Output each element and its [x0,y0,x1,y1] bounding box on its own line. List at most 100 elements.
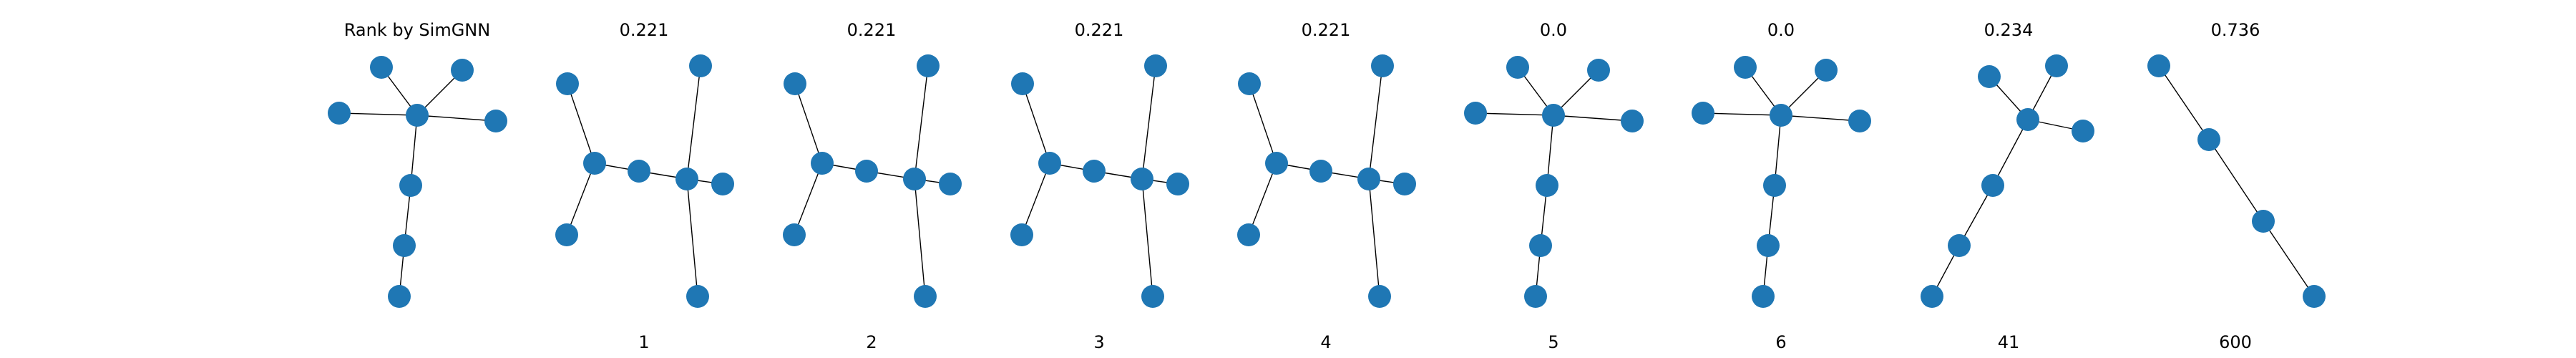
query-graph-nodes [328,56,507,308]
graph-node [784,72,806,95]
graph-node [686,285,709,308]
graph-node [914,285,937,308]
graph-edge [914,65,929,180]
result-rank: 4 [1320,332,1331,352]
graph-node [393,234,416,257]
graph-node [1524,285,1547,308]
graph-edges [1021,65,1179,297]
graph-edge [686,178,698,297]
graph-node [1621,110,1644,132]
graph-node [406,104,429,127]
graph-node [1371,54,1394,77]
result-graph-panel: 0.221 1 [555,20,734,352]
graph-edge [2158,65,2210,140]
graph-nodes [1464,56,1644,308]
result-graph-panel: 0.221 3 [1010,20,1189,352]
graph-node [1011,72,1034,95]
graph-edge [1774,115,1782,186]
graph-node [1038,152,1061,175]
graph-node [1981,174,2004,197]
graph-node [2303,285,2326,308]
graph-node [1921,285,1943,308]
graph-node [675,168,698,190]
graph-node [1692,102,1714,125]
graph-edge [1475,112,1554,116]
graph-node [1536,174,1558,197]
graph-node [1587,59,1610,82]
graph-node [1948,234,1971,257]
graph-edge [1141,65,1156,180]
graph-node [1393,173,1416,195]
graph-node [1368,285,1391,308]
graph-edge [914,178,926,297]
graph-node [1848,110,1871,132]
graph-node [1757,234,1780,257]
graph-node [1237,223,1260,246]
graph-node [811,152,834,175]
query-graph-panel: Rank by SimGNN [328,20,507,308]
graph-node [370,56,393,79]
graph-node [388,285,411,308]
graph-edge [1022,83,1050,164]
graph-node [1529,234,1552,257]
graph-node [628,160,650,183]
graph-edge [1780,115,1860,122]
graph-edge [794,163,823,236]
result-score: 0.221 [847,20,897,40]
graph-node [855,160,878,183]
result-score: 0.221 [620,20,669,40]
graph-node [1238,72,1261,95]
graph-edge [1958,185,1994,246]
graph-node [2147,54,2170,77]
graph-nodes [783,54,962,308]
graph-node [689,54,712,77]
graph-node [939,173,962,195]
graph-node [1815,59,1838,82]
graph-edge [567,83,595,164]
graph-nodes [555,54,734,308]
graph-edge [1992,119,2029,186]
graph-node [2016,108,2039,131]
result-rank: 3 [1093,332,1104,352]
graph-node [328,102,351,125]
result-score: 0.221 [1075,20,1124,40]
graph-edge [1702,112,1782,116]
graph-nodes [2147,54,2326,308]
graph-edge [1368,65,1383,180]
graph-nodes [1237,54,1416,308]
graph-edges [1931,65,2084,297]
graph-edge [1141,178,1153,297]
graph-node [1083,160,1106,183]
graph-node [1144,54,1167,77]
graph-edges [2158,65,2315,297]
result-graph-panel: 0.0 6 [1692,20,1871,352]
graph-node [783,223,806,246]
graph-node [1542,104,1565,127]
graph-edge [338,112,418,116]
graph-edge [1248,163,1277,236]
graph-node [1309,160,1332,183]
graph-node [484,110,507,132]
graph-edge [1249,83,1277,164]
graph-edge [1553,115,1633,122]
result-graph-panel: 0.221 2 [783,20,962,352]
result-score: 0.0 [1767,20,1795,40]
graph-nodes [1921,54,2094,308]
graph-edges [566,65,723,297]
result-rank: 600 [2219,332,2252,352]
graph-node [1010,223,1033,246]
result-score: 0.221 [1302,20,1351,40]
graph-node [1734,56,1757,79]
graph-node [2045,54,2068,77]
graph-node [903,168,926,190]
graph-edges [1248,65,1405,297]
result-rank: 1 [638,332,649,352]
result-score: 0.234 [1984,20,2034,40]
graph-node [1464,102,1487,125]
graph-node [1166,173,1189,195]
result-graph-panel: 0.234 41 [1921,20,2094,352]
graph-node [1131,168,1153,190]
result-rank: 2 [866,332,877,352]
graph-edge [1021,163,1050,236]
